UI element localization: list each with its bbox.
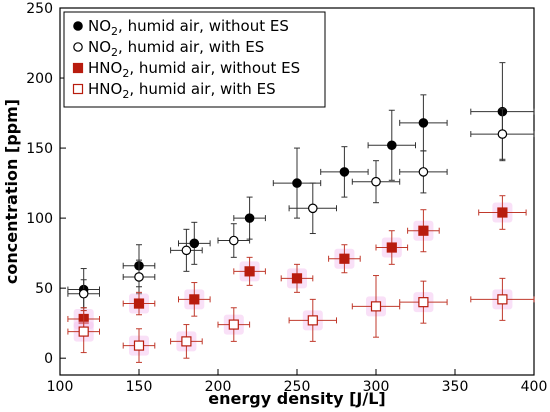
data-point: [233, 256, 266, 286]
x-tick-label: 300: [363, 379, 390, 395]
point-marker: [418, 225, 429, 236]
data-point: [178, 282, 211, 317]
axis-ticks: 100 150 200 250 300 350 400 0 50 100 150 200 250: [26, 1, 547, 395]
data-point: [351, 160, 401, 204]
point-marker: [244, 266, 255, 277]
data-point: [217, 223, 251, 258]
x-axis-title: energy density [J/L]: [208, 389, 385, 408]
point-marker: [134, 272, 144, 282]
point-marker: [189, 294, 200, 305]
legend-label: NO2, humid air, with ES: [88, 38, 264, 59]
legend-marker: [73, 42, 83, 52]
point-marker: [244, 213, 255, 223]
point-marker: [189, 238, 200, 249]
data-point: [470, 108, 535, 160]
y-tick-label: 150: [26, 141, 53, 157]
data-point: [288, 182, 337, 235]
series-1: [67, 108, 535, 309]
y-tick-label: 100: [26, 211, 53, 227]
data-point: [375, 230, 409, 265]
data-point: [478, 195, 527, 230]
x-tick-label: 100: [47, 379, 74, 395]
point-marker: [181, 336, 192, 347]
x-tick-label: 400: [521, 379, 548, 395]
x-tick-label: 250: [284, 379, 311, 395]
data-point: [367, 109, 416, 181]
legend-label: HNO2, humid air, without ES: [88, 59, 300, 80]
point-marker: [386, 242, 397, 253]
point-marker: [307, 203, 318, 214]
point-marker: [133, 298, 145, 309]
point-marker: [386, 140, 397, 151]
point-marker: [228, 319, 239, 330]
point-marker: [418, 167, 429, 177]
data-point: [178, 221, 211, 265]
point-marker: [339, 167, 350, 177]
data-series: [67, 62, 535, 363]
data-point: [328, 244, 361, 274]
data-point: [217, 307, 251, 342]
data-point: [122, 291, 156, 316]
x-tick-label: 350: [442, 379, 469, 395]
point-marker: [497, 207, 508, 218]
point-marker: [497, 129, 508, 139]
point-marker: [78, 326, 89, 337]
data-point: [407, 209, 440, 253]
point-marker: [339, 253, 350, 264]
point-marker: [181, 245, 192, 256]
legend-marker: [72, 83, 84, 95]
legend-marker: [72, 62, 84, 74]
y-tick-label: 0: [44, 351, 53, 367]
series-3: [67, 275, 535, 363]
legend-box: [63, 11, 326, 108]
data-point: [170, 324, 203, 359]
point-marker: [371, 176, 381, 187]
data-point: [67, 279, 100, 309]
point-marker: [78, 288, 89, 299]
y-tick-label: 50: [35, 281, 53, 297]
data-point: [399, 94, 448, 152]
data-point: [351, 275, 401, 338]
point-marker: [497, 294, 508, 305]
point-marker: [292, 178, 302, 188]
legend-label: NO2, humid air, without ES: [88, 17, 289, 38]
point-marker: [307, 315, 318, 326]
point-marker: [291, 273, 303, 284]
y-axis-title: concentration [ppm]: [2, 99, 21, 284]
legend-label: HNO2, humid air, with ES: [88, 80, 276, 101]
data-point: [122, 259, 156, 295]
y-tick-label: 250: [26, 1, 53, 17]
data-point: [288, 298, 337, 342]
point-marker: [133, 340, 145, 351]
data-point: [280, 263, 314, 293]
point-marker: [418, 297, 429, 308]
x-tick-label: 200: [205, 379, 232, 395]
legend-marker: [73, 21, 83, 31]
point-marker: [370, 301, 382, 312]
data-point: [470, 277, 535, 321]
point-marker: [229, 235, 239, 246]
data-point: [122, 328, 156, 363]
data-point: [170, 228, 203, 272]
data-point: [320, 146, 369, 198]
data-point: [67, 310, 100, 354]
data-point: [399, 280, 448, 324]
data-point: [233, 196, 266, 240]
point-marker: [418, 118, 429, 128]
x-tick-label: 150: [126, 379, 153, 395]
series-2: [67, 195, 527, 331]
data-point: [399, 150, 448, 194]
y-tick-label: 200: [26, 71, 53, 87]
